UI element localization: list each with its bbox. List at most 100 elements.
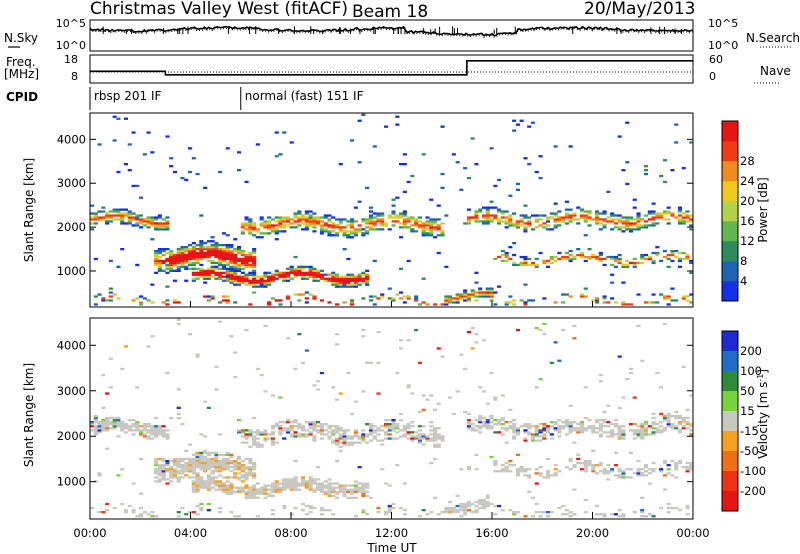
power-cell (595, 216, 600, 219)
power-cell (274, 269, 279, 272)
velocity-cell (316, 429, 321, 432)
power-cell (587, 216, 592, 219)
power-cell (466, 216, 471, 219)
velocity-cell (316, 466, 321, 469)
velocity-cell (206, 464, 211, 467)
velocity-cell (621, 513, 626, 516)
velocity-cell (146, 429, 151, 432)
power-cell (312, 220, 317, 223)
power-cell (621, 222, 626, 225)
power-cell (316, 279, 321, 282)
power-cell (598, 253, 603, 257)
power-cell (150, 222, 155, 225)
power-cell (512, 303, 517, 306)
velocity-cell (139, 425, 144, 428)
velocity-cell (289, 480, 294, 483)
velocity-cell (169, 466, 174, 469)
velocity-cell (225, 453, 230, 456)
velocity-cell (617, 515, 622, 518)
power-cell (210, 244, 215, 247)
velocity-cell (172, 470, 177, 473)
velocity-cell (595, 504, 600, 508)
velocity-cell (368, 431, 373, 434)
power-cell (485, 293, 490, 296)
velocity-cell (625, 476, 630, 479)
velocity-cell (282, 427, 287, 430)
power-cell (199, 255, 204, 259)
power-cell (237, 265, 242, 268)
power-cell (587, 255, 592, 259)
velocity-cell (248, 470, 253, 473)
velocity-cell (553, 464, 558, 467)
velocity-cell (613, 423, 618, 426)
velocity-cell (312, 478, 317, 481)
power-cell (165, 271, 170, 274)
power-cell (677, 214, 682, 217)
velocity-cell (131, 482, 136, 485)
power-cell (414, 220, 419, 223)
power-cell (274, 299, 279, 302)
power-cell (157, 263, 162, 267)
velocity-cell (613, 425, 618, 428)
velocity-cell (195, 488, 200, 491)
velocity-cell (628, 371, 633, 375)
power-cell (323, 273, 328, 276)
velocity-cell (154, 416, 159, 420)
power-cell (146, 226, 151, 229)
power-cell (689, 271, 694, 274)
colorbar-tick-label: 50 (740, 384, 755, 398)
power-cell (508, 194, 513, 197)
power-cell (655, 222, 660, 225)
power-cell (368, 228, 373, 231)
velocity-cell (478, 498, 483, 502)
power-cell (184, 267, 189, 270)
velocity-cell (240, 480, 245, 483)
power-cell (429, 224, 434, 227)
velocity-colorbar-label: Velocity [m s-1] (756, 369, 770, 459)
velocity-cell (293, 459, 298, 463)
velocity-cell (557, 429, 562, 432)
velocity-cell (617, 431, 622, 434)
power-cell (225, 277, 230, 280)
velocity-cell (319, 423, 324, 426)
power-cell (372, 224, 377, 227)
velocity-cell (263, 439, 268, 442)
velocity-cell (263, 431, 268, 434)
power-cell (595, 212, 600, 215)
velocity-cell (331, 429, 336, 432)
velocity-cell (169, 474, 174, 477)
power-cell (218, 273, 223, 276)
power-cell (508, 218, 513, 221)
velocity-cell (165, 464, 170, 467)
velocity-cell (474, 453, 479, 456)
power-cell (508, 246, 513, 249)
velocity-cell (613, 433, 618, 436)
power-cell (191, 277, 196, 280)
power-cell (237, 267, 242, 270)
velocity-cell (301, 425, 306, 428)
power-cell (640, 224, 645, 227)
power-cell (206, 267, 211, 270)
power-cell (180, 257, 185, 261)
velocity-cell (218, 468, 223, 471)
power-cell (466, 297, 471, 300)
velocity-cell (350, 488, 355, 491)
power-cell (154, 257, 159, 261)
power-cell (150, 218, 155, 221)
velocity-cell (628, 423, 633, 426)
colorbar-swatch (722, 181, 738, 202)
power-cell (286, 273, 291, 276)
power-cell (417, 220, 422, 223)
velocity-cell (433, 496, 438, 499)
power-cell (199, 263, 204, 267)
velocity-cell (346, 496, 351, 499)
velocity-cell (655, 427, 660, 430)
power-cell (602, 297, 607, 300)
power-cell (677, 265, 682, 268)
velocity-cell (474, 425, 479, 428)
colorbar-swatch (722, 411, 738, 432)
velocity-cell (210, 472, 215, 475)
velocity-cell (455, 511, 460, 514)
power-cell (161, 269, 166, 272)
